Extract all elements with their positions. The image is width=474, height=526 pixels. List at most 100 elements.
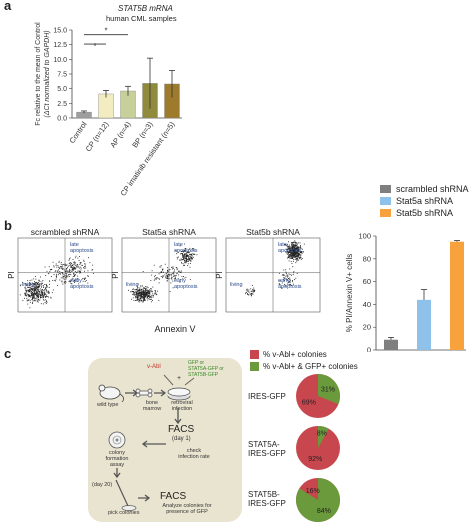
flow-event — [33, 285, 35, 287]
flow-event — [149, 291, 151, 293]
flow-event — [150, 298, 152, 300]
early-label: apoptosis — [278, 284, 302, 290]
flow-event — [170, 277, 172, 279]
flow-event — [157, 290, 158, 292]
flow-event — [33, 293, 35, 295]
flow-event — [28, 299, 29, 301]
flow-event — [27, 280, 29, 282]
flow-panel-title: scrambled shRNA — [31, 227, 100, 237]
flow-event — [33, 293, 35, 294]
flow-event — [62, 267, 64, 269]
flow-event — [53, 266, 55, 268]
flow-event — [157, 277, 158, 279]
flow-event — [294, 251, 296, 253]
flow-event — [289, 254, 291, 256]
flow-event — [45, 275, 47, 276]
flow-event — [138, 291, 140, 293]
flow-event — [290, 254, 292, 256]
flow-event — [142, 291, 144, 293]
flow-event — [63, 281, 65, 283]
flow-event — [140, 286, 142, 288]
flow-event — [83, 259, 85, 261]
flow-event — [296, 259, 298, 261]
flow-event — [27, 289, 29, 291]
flow-event — [299, 258, 300, 260]
flow-event — [298, 256, 300, 258]
flow-event — [146, 292, 148, 294]
flow-event — [141, 285, 143, 287]
flow-event — [293, 241, 295, 243]
flow-event — [189, 254, 191, 256]
flow-event — [73, 276, 75, 278]
flow-event — [165, 276, 167, 278]
y-axis-label-line1: Fc relative to the mean of Control — [35, 22, 42, 126]
flow-event — [139, 295, 141, 297]
flow-event — [69, 268, 70, 270]
flow-event — [66, 272, 68, 274]
flow-event — [297, 259, 299, 261]
flow-event — [55, 263, 57, 265]
flow-event — [187, 258, 189, 260]
mouse-icon — [98, 384, 124, 403]
flow-event — [297, 257, 299, 259]
flow-event — [34, 298, 36, 300]
flow-event — [41, 286, 42, 288]
flow-event — [39, 299, 41, 301]
flow-event — [133, 293, 135, 295]
flow-event — [33, 288, 35, 290]
flow-event — [149, 289, 151, 291]
flow-event — [41, 291, 43, 293]
flow-event — [169, 274, 170, 276]
flow-event — [144, 294, 146, 296]
flow-event — [148, 295, 150, 297]
flow-event — [75, 267, 77, 269]
flow-event — [142, 297, 144, 299]
flow-event — [31, 286, 33, 288]
flow-event — [159, 266, 161, 268]
flow-event — [72, 266, 74, 268]
flow-event — [29, 281, 30, 283]
flow-event — [29, 288, 31, 290]
flow-event — [172, 273, 174, 275]
flow-event — [291, 249, 293, 251]
flow-event — [67, 274, 69, 276]
flow-event — [29, 285, 31, 287]
flow-event — [294, 250, 296, 251]
flow-event — [37, 296, 39, 298]
day1-label: (day 1) — [172, 436, 191, 442]
flow-event — [294, 244, 296, 246]
flow-event — [294, 253, 296, 255]
flow-event — [136, 294, 138, 296]
flow-event — [78, 256, 80, 257]
flow-event — [45, 283, 47, 285]
flow-event — [47, 292, 49, 294]
flow-event — [141, 296, 143, 298]
flow-event — [58, 262, 60, 264]
panel-c-letter: c — [4, 346, 12, 361]
flow-event — [288, 254, 290, 256]
flow-event — [294, 247, 296, 249]
flow-event — [24, 297, 25, 299]
flow-event — [150, 287, 152, 289]
flow-event — [137, 297, 139, 298]
flow-event — [181, 250, 183, 252]
y-axis-label-line2: (ΔCt normalized to GAPDH) — [44, 30, 51, 117]
flow-event — [74, 257, 76, 259]
flow-event — [191, 257, 193, 259]
flow-event — [185, 262, 187, 264]
flow-event — [184, 258, 186, 259]
flow-event — [144, 292, 146, 294]
flow-event — [70, 262, 72, 264]
flow-event — [73, 262, 75, 263]
flow-event — [135, 292, 137, 293]
flow-event — [50, 276, 52, 277]
flow-event — [297, 247, 298, 249]
flow-event — [152, 293, 154, 295]
flow-event — [40, 295, 42, 297]
flow-event — [143, 286, 145, 288]
flow-event — [38, 299, 39, 301]
flow-event — [176, 269, 178, 271]
flow-event — [134, 292, 135, 294]
check-infection-label: check infection rate — [178, 448, 210, 460]
